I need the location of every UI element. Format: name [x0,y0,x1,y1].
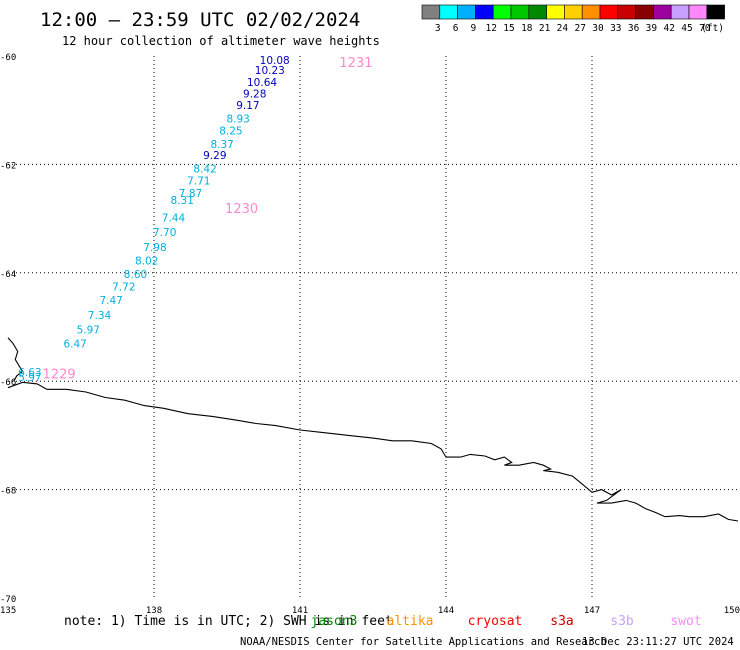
wave-height-value: 7.47 [99,295,122,307]
wave-height-value: 7.87 [179,188,202,200]
coastline-segment [7,337,24,382]
pass-time-label: 1229 [43,367,76,382]
satellite-legend-entry: s3a [550,614,573,629]
lon-label: 150 [724,606,740,616]
wave-height-value: 7.44 [162,212,186,224]
wave-height-value: 6.63 [18,367,41,379]
colorbar-swatch [706,4,725,20]
colorbar-label: 15 [503,23,514,34]
lon-label: 138 [146,606,162,616]
pass-labels: 1231 1230 1229 [43,56,373,383]
wave-height-value: 5.97 [77,325,100,337]
lon-label: 144 [438,606,454,616]
colorbar-label: 24 [557,23,569,34]
wave-height-value: 5.97 [18,372,41,384]
wave-height-value: 7.72 [112,282,135,294]
coastline-segment [7,381,739,522]
colorbar-swatch [581,4,601,20]
lat-label: -60 [0,53,16,63]
colorbar-label: 9 [471,23,477,34]
colorbar-swatch [492,4,512,20]
satellite-legend-entry: altika [387,614,434,629]
colorbar-label: 33 [610,23,621,34]
coastline [7,337,739,522]
wave-height-value: 8.60 [124,269,147,281]
satellite-legend-entry: s3b [610,614,634,629]
lat-label: -66 [0,378,16,388]
wave-height-value: 8.02 [135,256,158,268]
lat-label: -64 [0,270,16,280]
wave-height-value: 9.17 [236,100,259,112]
colorbar-swatch [617,4,636,20]
lat-label: -70 [0,595,16,605]
colorbar-label: 6 [453,23,459,34]
colorbar-swatch [653,4,672,20]
wave-height-value: 9.29 [203,150,226,162]
map-subtitle: 12 hour collection of altimeter wave hei… [62,34,380,48]
colorbar-label: 18 [521,23,533,34]
pass-time-label: 1231 [339,56,372,71]
wave-height-value: 7.70 [153,227,176,239]
lat-lon-grid [8,56,738,598]
satellite-legend: jason3 altika cryosat s3a s3b swot [311,614,702,629]
wave-height-value: 10.64 [247,77,277,89]
colorbar-label: 27 [574,23,585,34]
lon-label: 135 [0,606,16,616]
colorbar-label: 21 [539,23,551,34]
lat-label: -62 [0,161,16,171]
wave-height-value: 8.25 [219,126,242,138]
colorbar-label: 39 [646,23,658,34]
colorbar-swatch [475,4,494,20]
wave-height-value: 7.34 [88,310,112,322]
colorbar-swatch [635,4,654,20]
wave-height-value: 10.23 [255,65,285,77]
satellite-legend-entry: jason3 [311,614,358,629]
colorbar-label: 12 [485,23,496,34]
colorbar-swatch [688,4,708,20]
pass-time-label: 1230 [225,202,258,217]
wave-height-value: 7.71 [187,175,210,187]
footer-timestamp: 13 Dec 23:11:27 UTC 2024 [582,636,734,648]
colorbar-swatch [421,4,441,20]
wave-height-value: 8.37 [210,139,233,151]
note-text: note: 1) Time is in UTC; 2) SWH is in fe… [64,614,393,629]
colorbar-unit: (ft) [701,23,724,34]
footer-credit: NOAA/NESDIS Center for Satellite Applica… [240,636,607,648]
colorbar-label: 30 [592,23,604,34]
wave-height-value: 6.47 [63,339,86,351]
wave-height-value: 10.08 [260,55,290,67]
colorbar-label: 70 [699,23,711,34]
wave-height-value: 7.98 [143,242,166,254]
satellite-legend-entry: swot [670,614,701,629]
colorbar-label: 36 [628,23,640,34]
colorbar-swatch [457,4,476,20]
colorbar-swatch [564,4,583,20]
lat-label: -68 [0,487,16,497]
satellite-legend-entry: cryosat [468,614,523,629]
colorbar-swatch [439,4,458,20]
wave-height-value: 9.28 [243,89,266,101]
lon-label: 147 [584,606,600,616]
colorbar-label: 3 [435,23,441,34]
colorbar-swatch [546,4,565,20]
map-title: 12:00 – 23:59 UTC 02/02/2024 [40,9,360,31]
colorbar-swatch [670,4,690,20]
wave-height-value: 8.31 [171,195,194,207]
colorbar-legend: 3 6 9 12 15 18 21 24 27 30 33 36 39 42 45 70(ft) [421,4,725,34]
wave-height-value: 8.93 [226,114,249,126]
colorbar-swatch [599,4,619,20]
colorbar-swatch [528,4,547,20]
colorbar-label: 45 [681,23,692,34]
wave-height-value: 8.42 [193,164,216,176]
colorbar-label: 42 [663,23,674,34]
lon-label: 141 [292,606,308,616]
colorbar-swatch [510,4,530,20]
